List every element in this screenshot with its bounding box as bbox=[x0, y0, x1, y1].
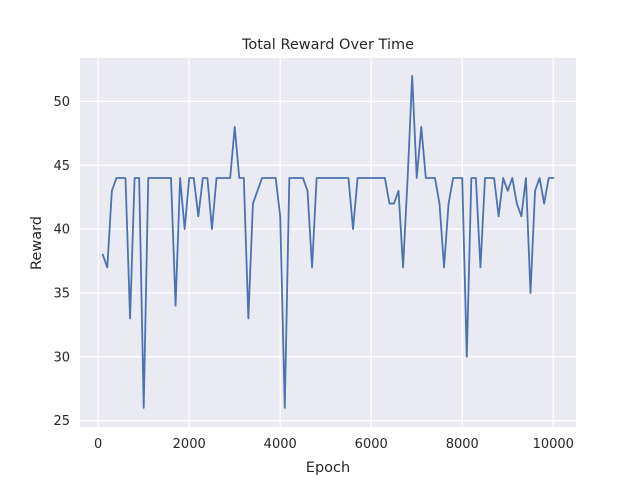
x-tick-label: 10000 bbox=[533, 437, 574, 452]
y-axis-label: Reward bbox=[29, 216, 45, 270]
y-tick-label: 30 bbox=[53, 350, 70, 365]
y-tick-label: 45 bbox=[53, 159, 70, 174]
x-tick-label: 6000 bbox=[355, 437, 388, 452]
plot-background bbox=[80, 58, 576, 427]
y-tick-label: 40 bbox=[53, 223, 70, 238]
x-tick-label: 8000 bbox=[446, 437, 479, 452]
chart-title: Total Reward Over Time bbox=[241, 37, 414, 53]
x-tick-label: 0 bbox=[94, 437, 102, 452]
y-tick-label: 25 bbox=[53, 414, 70, 429]
y-tick-label: 50 bbox=[53, 95, 70, 110]
x-tick-label: 2000 bbox=[173, 437, 206, 452]
x-axis-label: Epoch bbox=[306, 460, 350, 476]
x-tick-label: 4000 bbox=[264, 437, 297, 452]
y-tick-label: 35 bbox=[53, 286, 70, 301]
